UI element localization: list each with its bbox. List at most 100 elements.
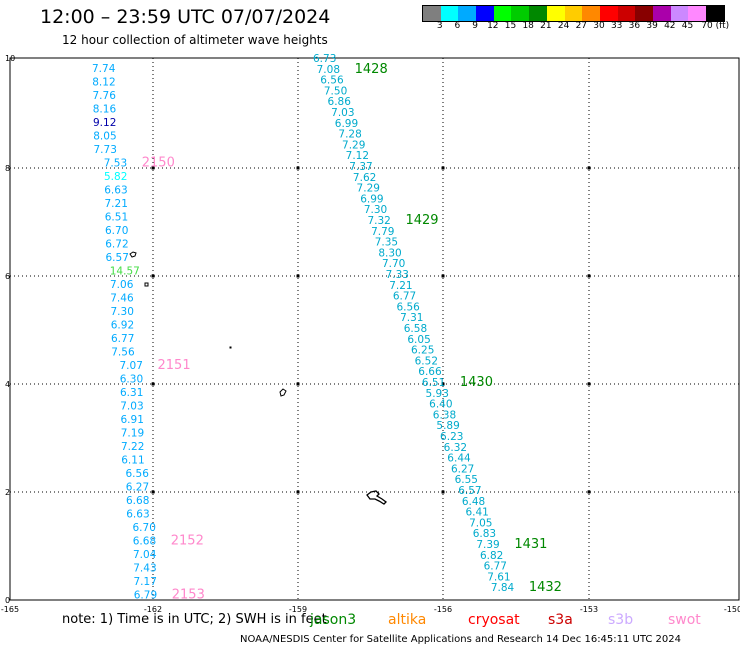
swh-value: 6.91 (121, 414, 144, 426)
swh-value: 7.39 (476, 539, 499, 551)
swh-value: 6.44 (447, 453, 471, 465)
swh-value: 7.21 (389, 280, 412, 292)
legend-swatch (440, 6, 459, 21)
grid-node (441, 166, 445, 170)
swh-value: 7.03 (120, 401, 143, 413)
swh-value: 6.05 (407, 334, 430, 346)
legend-swatch (582, 6, 600, 21)
swh-value: 7.56 (111, 347, 135, 359)
grid-node (151, 274, 155, 278)
swh-value: 8.12 (92, 77, 115, 89)
swh-value: 7.50 (324, 85, 347, 97)
legend-tick-label: 27 (575, 21, 588, 31)
swh-value: 7.03 (331, 107, 354, 119)
legend-tick-label: 45 (681, 21, 694, 31)
island-outline (144, 282, 149, 287)
swh-value: 7.43 (133, 563, 156, 575)
swh-value: 6.27 (451, 463, 474, 475)
legend-swatch (635, 6, 653, 21)
legend-tick-label: 70 (ft) (701, 21, 730, 31)
swh-value: 6.63 (104, 185, 127, 197)
legend-tick-label: 24 (557, 21, 570, 31)
swh-value: 6.92 (111, 320, 134, 332)
swh-value: 7.32 (367, 215, 390, 227)
swh-value: 6.77 (111, 333, 134, 345)
lat-tick-label: 8 (5, 164, 10, 173)
grid-node (587, 166, 591, 170)
map-title: 12:00 – 23:59 UTC 07/07/2024 (40, 6, 331, 28)
swh-value: 7.84 (491, 582, 515, 594)
swh-value: 7.19 (121, 428, 144, 440)
swh-value: 6.27 (126, 482, 149, 494)
altimeter-track: 7.74 8.127.76 8.169.12 8.057.73 7.535.82 6.63… (92, 63, 205, 603)
swh-value: 6.70 (133, 522, 156, 534)
swh-value: 6.41 (465, 507, 488, 519)
satellite-name: jason3 (310, 612, 357, 628)
legend-swatch (493, 6, 512, 21)
swh-value: 6.77 (484, 561, 507, 573)
grid-node (151, 382, 155, 386)
legend-swatch (529, 6, 547, 21)
satellite-name: altika (388, 612, 427, 628)
pass-time-label: 1431 (514, 537, 547, 552)
lon-tick-label: -153 (580, 605, 598, 614)
swh-value: 7.46 (110, 293, 134, 305)
pass-time-label: 2151 (158, 358, 191, 373)
grid-node (587, 274, 591, 278)
lon-tick-label: -159 (289, 605, 307, 614)
lat-tick-label: 0 (5, 596, 10, 605)
lat-tick-label: 2 (5, 488, 10, 497)
satellite-name: cryosat (468, 612, 520, 628)
swh-value: 6.30 (120, 374, 143, 386)
swh-value: 6.40 (429, 399, 452, 411)
swh-value: 7.29 (342, 139, 365, 151)
swh-value: 7.70 (382, 258, 405, 270)
pass-time-label: 2150 (142, 156, 175, 171)
island-outline (229, 346, 232, 349)
swh-value: 7.62 (353, 172, 376, 184)
swh-value: 6.73 (313, 53, 336, 65)
legend-tick-label: 3 (436, 21, 443, 31)
swh-value: 7.04 (133, 549, 157, 561)
swh-value: 9.12 (93, 117, 116, 129)
legend-swatch (423, 6, 441, 21)
altimeter-track: 6.737.086.567.506.867.036.997.287.297.12… (313, 53, 562, 595)
legend-swatch (458, 6, 477, 21)
swh-value: 7.61 (487, 571, 510, 583)
swh-value: 6.79 (134, 590, 157, 602)
swh-value: 7.17 (134, 576, 157, 588)
pass-time-label: 1429 (405, 213, 438, 228)
swh-value: 7.07 (120, 360, 143, 372)
satellite-name: s3b (608, 612, 634, 628)
grid-node (296, 382, 300, 386)
swh-value: 6.82 (480, 550, 503, 562)
swh-value: 7.37 (349, 161, 372, 173)
legend-tick-label: 36 (628, 21, 641, 31)
swh-value: 6.25 (411, 345, 434, 357)
swh-value: 7.33 (386, 269, 409, 281)
legend-tick-label: 12 (487, 21, 499, 31)
swh-value: 6.58 (404, 323, 427, 335)
lon-tick-label: -162 (144, 605, 162, 614)
legend-tick-label: 15 (504, 21, 517, 31)
swh-value: 14.57 (110, 266, 140, 278)
swh-value: 6.63 (126, 509, 149, 521)
swh-value: 7.12 (346, 150, 369, 162)
map-frame (9, 57, 740, 601)
satellite-name: swot (668, 612, 701, 628)
legend-swatch (476, 6, 494, 21)
legend-tick-label: 33 (610, 21, 623, 31)
legend-swatch (564, 6, 583, 21)
swh-value: 6.57 (106, 252, 129, 264)
swh-value: 7.73 (94, 144, 117, 156)
swh-value: 5.89 (436, 420, 459, 432)
legend-tick-label: 6 (454, 21, 461, 31)
swh-legend-labels: 3 6 9 12 15 18 21 24 27 30 33 36 39 42 45 70 (ft) (422, 21, 732, 33)
legend-swatch (599, 6, 618, 21)
legend-tick-label: 9 (472, 21, 478, 31)
swh-value: 7.30 (111, 306, 134, 318)
legend-swatch (652, 6, 671, 21)
grid-node (587, 490, 591, 494)
swh-value: 7.21 (105, 198, 128, 210)
island-outline (129, 251, 137, 258)
